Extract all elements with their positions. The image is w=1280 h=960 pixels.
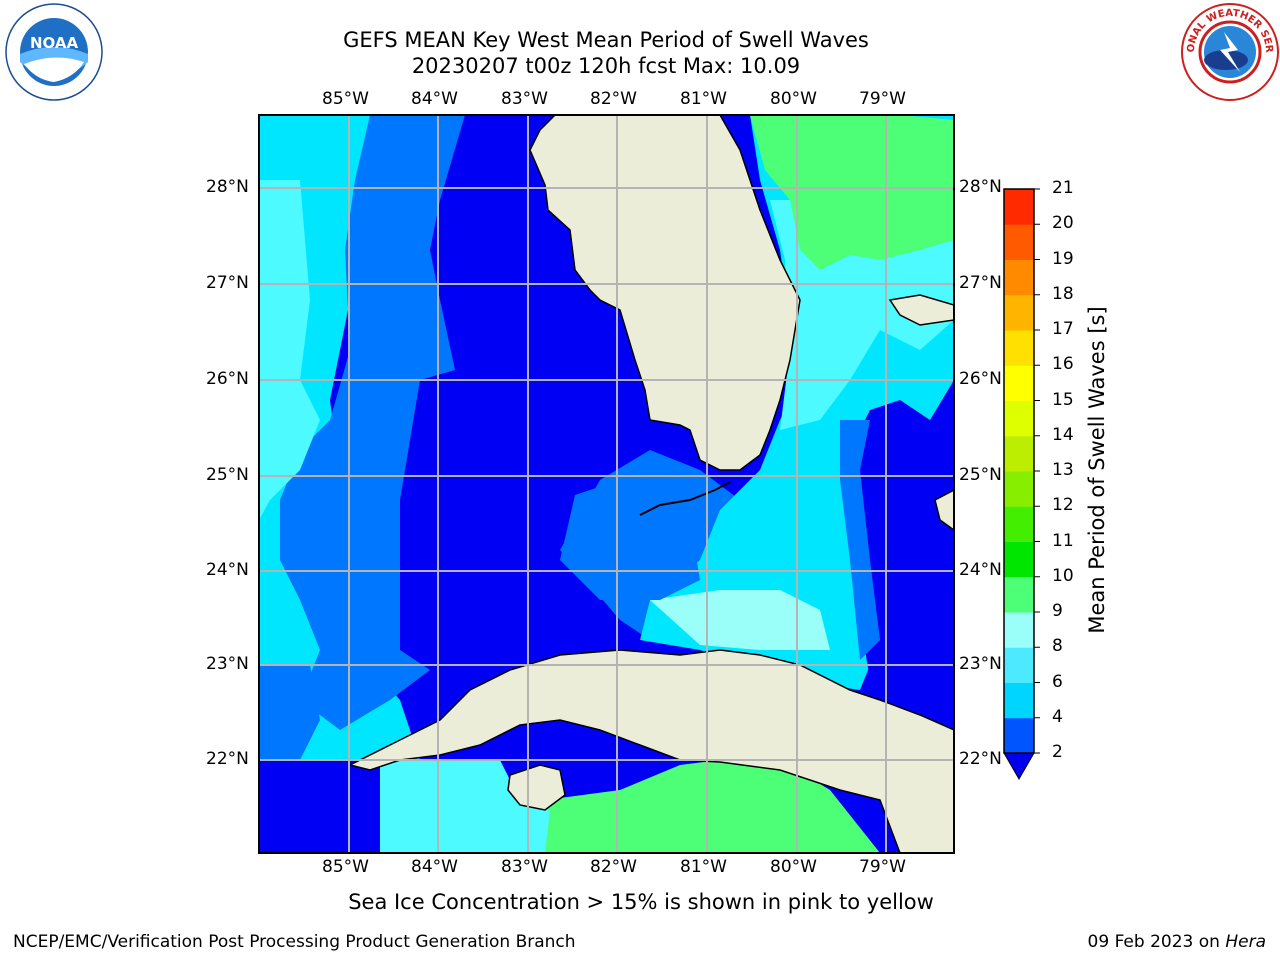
chart-subtitle: 20230207 t00z 120h fcst Max: 10.09 — [411, 54, 801, 78]
map-frame — [258, 114, 955, 854]
map-gridlines — [259, 115, 954, 853]
colorbar-tick-label: 15 — [1052, 389, 1074, 410]
land-isla-juventud — [507, 764, 566, 811]
noaa-logo: NOAA — [5, 3, 103, 101]
lon-label-top: 81°W — [680, 89, 727, 109]
lat-label-right: 26°N — [959, 369, 1002, 389]
lon-label-top: 84°W — [411, 89, 458, 109]
colorbar-segment — [1004, 224, 1034, 260]
colorbar-tick-label: 20 — [1052, 213, 1074, 234]
colorbar-tick-label: 14 — [1052, 424, 1074, 445]
colorbar-tick-label: 6 — [1052, 671, 1063, 692]
lat-label-right: 22°N — [959, 749, 1002, 769]
colorbar-tick-label: 10 — [1052, 565, 1074, 586]
swell-zone-8-9-straits — [650, 590, 830, 650]
lat-label-left: 24°N — [206, 560, 249, 580]
colorbar-tick-label: 19 — [1052, 248, 1074, 269]
lat-label-left: 26°N — [206, 369, 249, 389]
colorbar-tick-label: 18 — [1052, 283, 1074, 304]
lat-label-left: 22°N — [206, 749, 249, 769]
colorbar-tick-label: 17 — [1052, 319, 1074, 339]
lon-label-bottom: 83°W — [501, 857, 548, 877]
colorbar-tick-label: 9 — [1052, 601, 1063, 621]
colorbar-segment — [1004, 294, 1034, 331]
land-florida-keys — [639, 481, 731, 516]
colorbar-segment — [1004, 682, 1034, 719]
swell-zone-6-8-south — [380, 760, 550, 853]
nws-logo: NATIONAL WEATHER SERVICE — [1180, 2, 1279, 101]
chart-title: GEFS MEAN Key West Mean Period of Swell … — [343, 28, 869, 52]
lat-label-right: 28°N — [959, 177, 1002, 197]
swell-zone-2-4-sw — [259, 665, 320, 760]
lat-label-left: 28°N — [206, 177, 249, 197]
lon-label-bottom: 84°W — [411, 857, 458, 877]
colorbar-segment — [1004, 541, 1034, 578]
colorbar-extend-arrow — [1003, 752, 1035, 781]
lon-label-bottom: 82°W — [590, 857, 637, 877]
machine-name: Hera — [1225, 932, 1266, 952]
lon-label-bottom: 85°W — [322, 857, 369, 877]
colorbar-segment — [1004, 435, 1034, 472]
colorbar-segment — [1004, 612, 1034, 648]
colorbar-segment — [1004, 259, 1034, 296]
colorbar-segment — [1004, 717, 1034, 754]
credit-text: NCEP/EMC/Verification Post Processing Pr… — [13, 932, 576, 952]
noaa-logo-text: NOAA — [30, 34, 79, 52]
colorbar-tick-label: 13 — [1052, 460, 1074, 480]
colorbar-segment — [1004, 330, 1034, 366]
colorbar-tick-label: 11 — [1052, 530, 1074, 551]
colorbar-label: Mean Period of Swell Waves [s] — [1085, 306, 1109, 634]
colorbar-segment — [1004, 400, 1034, 437]
colorbar-segment — [1004, 576, 1034, 613]
swell-zone-2-4-sw-corner — [259, 760, 380, 853]
colorbar — [1003, 188, 1040, 781]
land-cuba — [347, 649, 954, 853]
lat-label-left: 23°N — [206, 654, 249, 674]
lon-label-bottom: 80°W — [770, 857, 817, 877]
lon-label-bottom: 79°W — [859, 857, 906, 877]
date-stamp: 09 Feb 2023 on Hera — [1088, 932, 1266, 952]
swell-zone-9-10-east — [750, 115, 954, 270]
lat-label-left: 27°N — [206, 273, 249, 293]
swell-zone-4-6-bahamas — [840, 420, 880, 660]
lon-label-top: 80°W — [770, 89, 817, 109]
lat-label-right: 24°N — [959, 560, 1002, 580]
lon-label-top: 83°W — [501, 89, 548, 109]
colorbar-tick-label: 2 — [1052, 742, 1063, 762]
lat-label-right: 23°N — [959, 654, 1002, 674]
land-andros — [934, 489, 954, 531]
colorbar-tick-label: 12 — [1052, 495, 1074, 516]
lon-label-top: 79°W — [859, 89, 906, 109]
date-text: 09 Feb 2023 on — [1087, 932, 1220, 952]
colorbar-tick-label: 8 — [1052, 636, 1063, 657]
lon-label-top: 85°W — [322, 89, 369, 109]
lat-label-right: 25°N — [959, 465, 1002, 485]
colorbar-tick-label: 21 — [1052, 178, 1074, 198]
colorbar-segment — [1004, 189, 1034, 225]
colorbar-segment — [1004, 647, 1034, 683]
land-grand-bahama — [888, 294, 954, 326]
colorbar-tick-label: 4 — [1052, 706, 1063, 727]
lon-label-top: 82°W — [590, 89, 637, 109]
colorbar-tick-label: 16 — [1052, 354, 1074, 375]
lat-label-right: 27°N — [959, 273, 1002, 293]
swell-zone-6-8-west-inner — [259, 180, 320, 520]
land-florida — [529, 115, 801, 471]
colorbar-segment — [1004, 471, 1034, 507]
colorbar-segment — [1004, 506, 1034, 542]
lon-label-bottom: 81°W — [680, 857, 727, 877]
lat-label-left: 25°N — [206, 465, 249, 485]
colorbar-segment — [1004, 365, 1034, 401]
swell-zone-4-6-west — [280, 115, 465, 730]
sea-ice-note: Sea Ice Concentration > 15% is shown in … — [348, 890, 934, 914]
